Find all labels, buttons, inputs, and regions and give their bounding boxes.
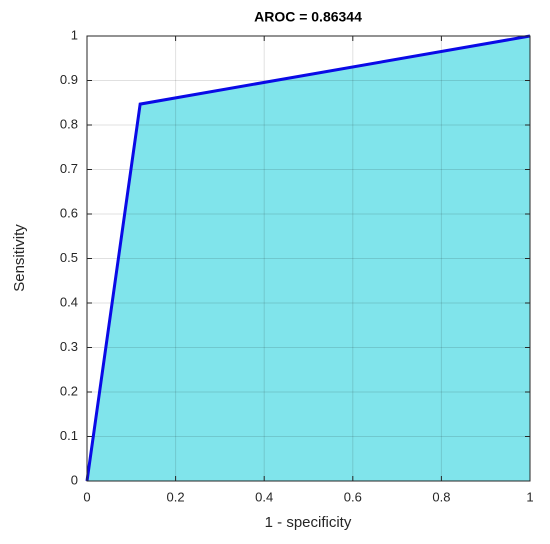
x-tick-label: 0 <box>83 489 90 504</box>
x-tick-label: 1 <box>526 489 533 504</box>
line <box>85 34 531 482</box>
y-tick-label: 0.7 <box>60 161 78 176</box>
x-tick-label: 0.2 <box>167 489 185 504</box>
y-tick-label: 0.9 <box>60 72 78 87</box>
x-tick-label: 0.4 <box>255 489 273 504</box>
x-tick-label: 0.8 <box>432 489 450 504</box>
y-tick-label: 0.4 <box>60 294 78 309</box>
y-tick-label: 0.1 <box>60 428 78 443</box>
y-axis-label: Sensitivity <box>11 224 28 292</box>
y-tick-label: 0.2 <box>60 383 78 398</box>
y-tick-label: 0 <box>71 472 78 487</box>
y-tick-label: 0.8 <box>60 116 78 131</box>
chart-title: AROC = 0.86344 <box>254 9 362 25</box>
y-tick-label: 0.3 <box>60 339 78 354</box>
y-tick-label: 0.6 <box>60 205 78 220</box>
x-tick-label: 0.6 <box>344 489 362 504</box>
area-fill <box>87 36 530 481</box>
x-axis-label: 1 - specificity <box>265 514 352 531</box>
y-tick-label: 0.5 <box>60 250 78 265</box>
y-tick-label: 1 <box>71 27 78 42</box>
